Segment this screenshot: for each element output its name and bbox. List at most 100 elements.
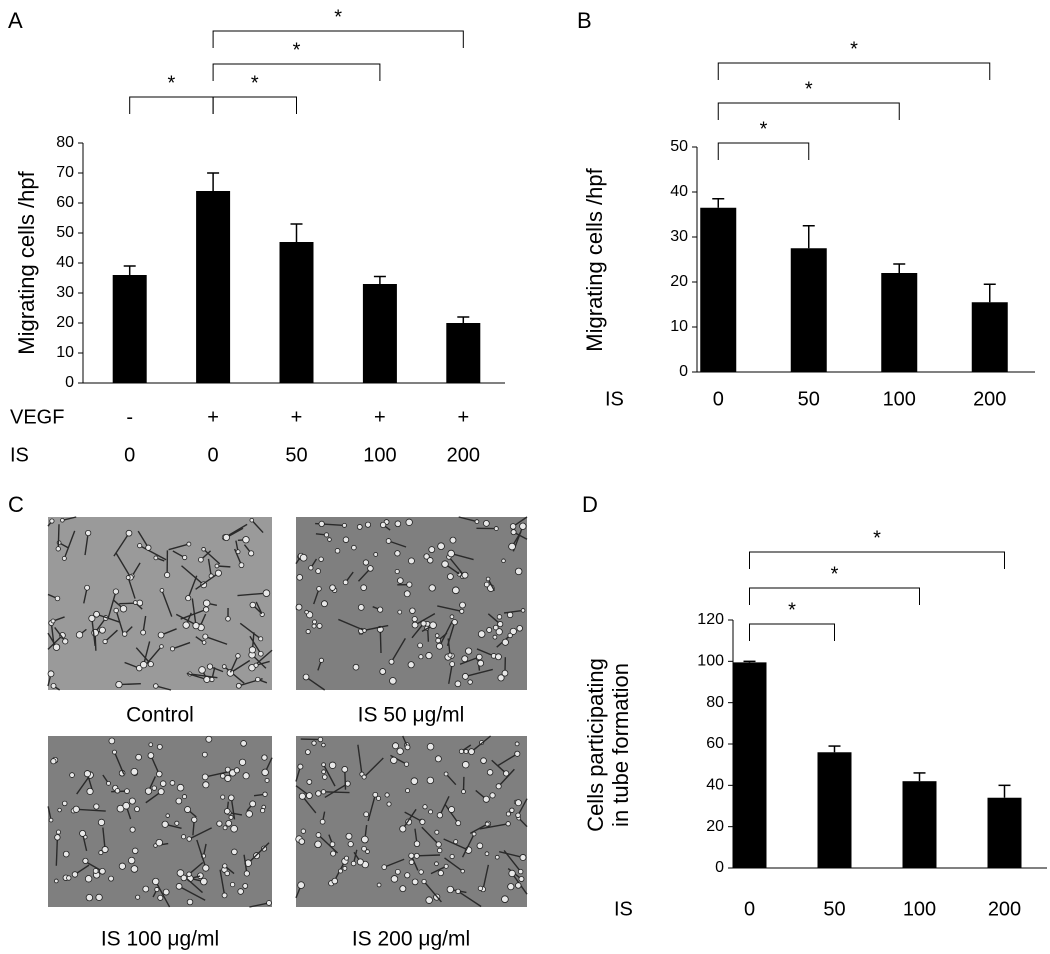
cell <box>484 851 490 857</box>
cell-process <box>115 552 132 578</box>
cell <box>321 762 326 767</box>
x-tick-label: 100 <box>883 388 916 410</box>
cell <box>169 780 176 786</box>
error-bar <box>983 283 996 303</box>
cell <box>461 655 469 663</box>
cell <box>485 576 491 582</box>
cell <box>362 628 367 633</box>
cell <box>420 620 427 627</box>
cell <box>386 801 392 807</box>
cell <box>477 659 485 667</box>
cell <box>308 565 314 571</box>
cell <box>379 521 387 529</box>
cell <box>496 614 503 620</box>
cell-process <box>187 575 198 599</box>
cell <box>261 754 268 761</box>
cell <box>157 631 165 639</box>
cell <box>249 517 254 523</box>
cell <box>260 808 266 814</box>
cell <box>161 820 169 828</box>
cell <box>406 581 413 588</box>
cell <box>372 791 379 798</box>
x-tick-label: 0 <box>713 388 724 410</box>
significance-label: * <box>850 38 858 60</box>
x-row-label: IS <box>605 388 624 410</box>
cell <box>156 770 163 778</box>
cell <box>214 569 222 577</box>
cell <box>137 543 143 549</box>
cell <box>192 622 200 630</box>
cell <box>86 787 94 795</box>
cell <box>79 829 87 837</box>
cell <box>411 621 419 629</box>
cell <box>477 885 484 891</box>
cell <box>235 549 241 555</box>
x-tick-label: + <box>374 406 386 428</box>
cell <box>84 875 93 883</box>
cell <box>515 812 521 818</box>
bar <box>732 662 767 868</box>
cell <box>411 878 419 886</box>
significance-bracket <box>212 63 381 81</box>
cell <box>435 841 442 848</box>
cell <box>186 898 194 906</box>
cell <box>174 820 180 826</box>
cell <box>113 607 119 614</box>
cell <box>205 735 213 743</box>
y-tick-label: 80 <box>56 134 74 151</box>
significance-label: * <box>805 78 813 100</box>
cell <box>157 894 164 901</box>
cell <box>381 864 387 870</box>
cell-process <box>445 773 457 786</box>
cell <box>422 804 428 810</box>
cell <box>175 883 183 890</box>
cell <box>484 821 490 827</box>
cell <box>214 563 220 569</box>
cell <box>341 522 347 528</box>
bar <box>987 797 1022 868</box>
cell <box>321 600 328 608</box>
cell <box>436 812 443 819</box>
cell <box>437 542 445 550</box>
cell <box>362 559 369 566</box>
cell-process <box>96 613 121 623</box>
cell <box>311 740 317 746</box>
cell <box>248 664 256 672</box>
cell <box>427 557 434 564</box>
cell-process <box>402 808 417 830</box>
cell-process <box>383 858 405 868</box>
cell <box>264 778 270 783</box>
cell <box>385 538 392 544</box>
significance-label: * <box>251 72 259 94</box>
cell <box>55 546 61 552</box>
cell-process <box>127 577 136 599</box>
cell <box>462 761 470 769</box>
y-axis-label: in tube formation <box>608 663 633 827</box>
x-row-label: IS <box>614 898 633 920</box>
y-tick-label: 40 <box>56 254 74 271</box>
cell <box>108 875 114 882</box>
cell <box>130 865 139 873</box>
cell <box>140 629 146 636</box>
cell <box>97 818 106 826</box>
cell-process <box>471 735 492 753</box>
cell <box>72 805 80 813</box>
cell <box>299 553 308 562</box>
cell <box>493 526 499 531</box>
cell <box>463 749 469 755</box>
cell <box>418 654 424 660</box>
cell <box>321 769 326 775</box>
cell <box>224 774 232 782</box>
cell <box>477 630 486 638</box>
cell <box>222 825 228 831</box>
bar <box>362 284 397 383</box>
cell <box>315 790 322 797</box>
cell-process <box>404 811 423 822</box>
cell <box>474 519 480 524</box>
cell-process <box>517 798 528 816</box>
cell <box>405 518 413 526</box>
cell <box>421 878 427 885</box>
cell <box>390 875 399 883</box>
cell <box>435 637 441 644</box>
cell-process <box>457 890 482 908</box>
